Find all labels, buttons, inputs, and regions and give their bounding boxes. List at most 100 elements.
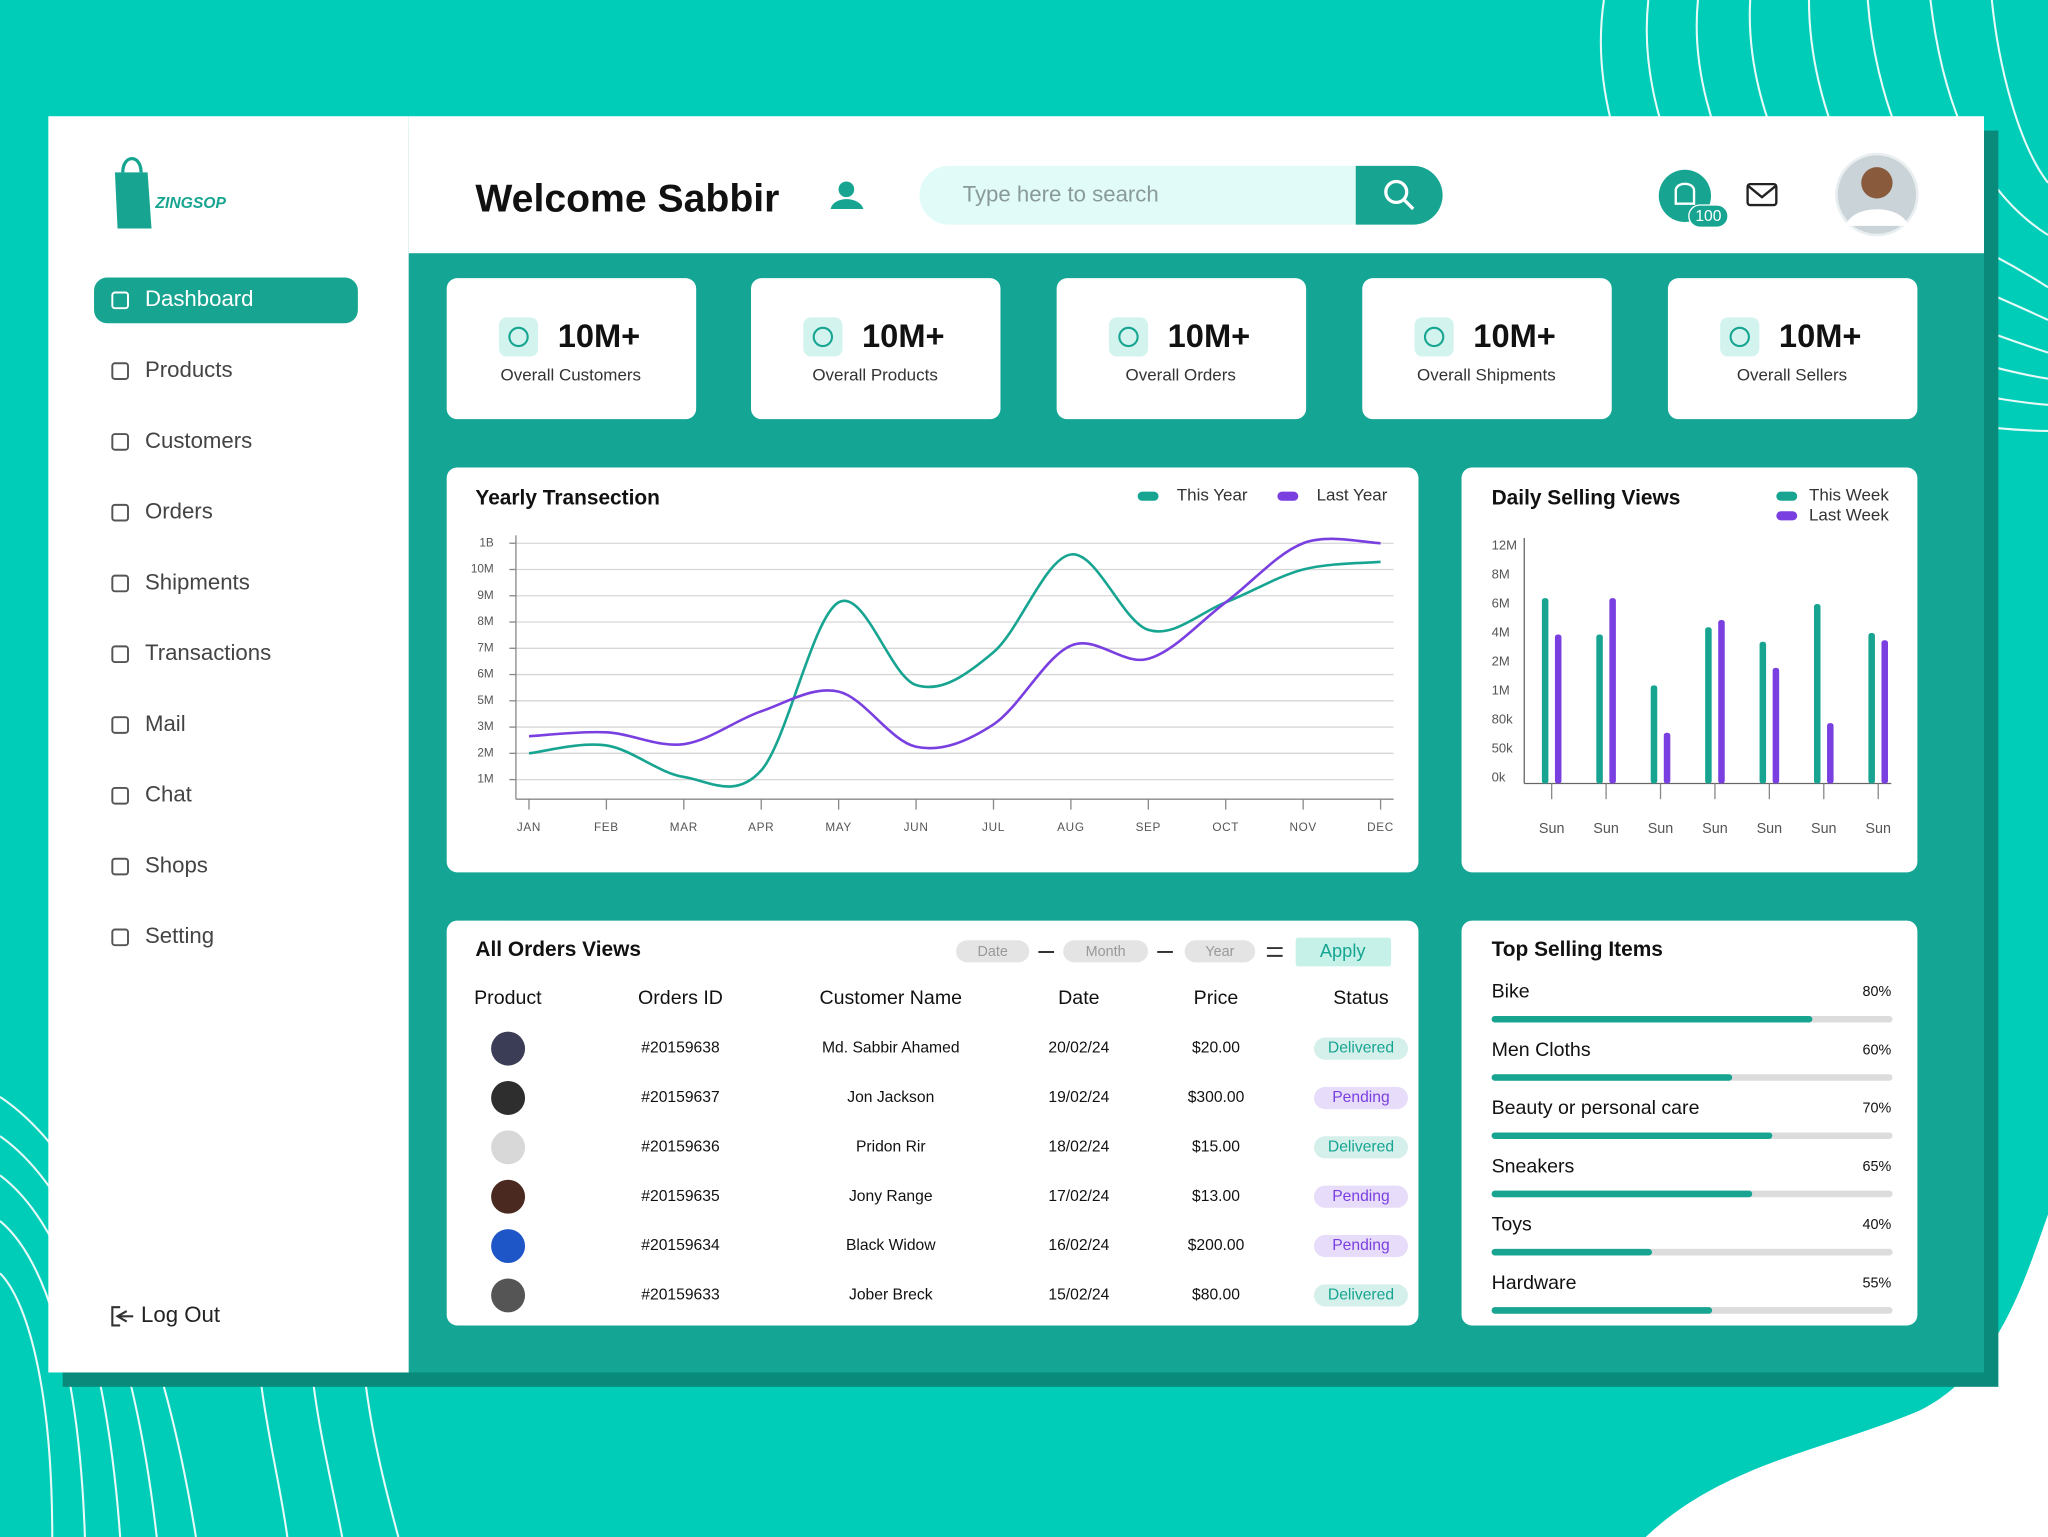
search-box[interactable]: [919, 165, 1442, 225]
brand-name: ZINGSOP: [154, 195, 226, 212]
customer-name: Pridon Rir: [856, 1138, 926, 1155]
filter-equals: [1266, 947, 1283, 957]
y-tick-label: 5M: [477, 694, 493, 707]
order-status: Delivered: [1328, 1040, 1394, 1057]
y-tick-label: 50k: [1492, 741, 1514, 756]
customer-name: Jony Range: [849, 1188, 933, 1205]
search-button[interactable]: [1355, 165, 1443, 225]
bar: [1596, 634, 1603, 784]
x-tick-label: JUN: [904, 821, 929, 834]
order-id: #20159637: [641, 1089, 719, 1106]
apply-label: Apply: [1320, 940, 1367, 961]
nav-item[interactable]: Dashboard: [145, 286, 254, 311]
legend-label: This Week: [1809, 486, 1889, 505]
stat-label: Overall Customers: [501, 366, 642, 385]
order-price: $200.00: [1188, 1237, 1245, 1254]
filter-pill[interactable]: [1184, 940, 1256, 963]
y-tick-label: 9M: [477, 589, 493, 602]
apply-button[interactable]: [1295, 937, 1392, 967]
nav-icon: [111, 574, 129, 593]
item-percent: 65%: [1863, 1159, 1892, 1175]
filter-pill[interactable]: [956, 940, 1030, 963]
bell-icon: [1674, 182, 1696, 205]
x-tick-label: Sun: [1757, 821, 1783, 837]
stat-value: 10M+: [558, 317, 641, 354]
legend-swatch: [1137, 491, 1159, 501]
logo-handle: [121, 157, 143, 173]
y-tick-label: 80k: [1492, 712, 1514, 727]
welcome-title: Welcome Sabbir: [475, 177, 779, 220]
nav-item[interactable]: Mail: [145, 711, 186, 736]
yearly-panel: [446, 467, 1419, 873]
y-tick-label: 2M: [477, 746, 493, 759]
product-thumbnail: [491, 1179, 526, 1214]
stat-card: [1667, 278, 1918, 420]
stat-card: [751, 278, 1001, 420]
y-tick-label: 0k: [1492, 770, 1506, 785]
mail-button[interactable]: [1746, 182, 1778, 207]
legend-swatch: [1277, 491, 1299, 501]
order-date: 20/02/24: [1048, 1040, 1109, 1057]
stat-icon-glyph: [508, 326, 529, 348]
filter-pill[interactable]: [1063, 940, 1149, 963]
nav-icon: [111, 645, 129, 664]
column-header: Date: [1058, 987, 1099, 1009]
order-status: Pending: [1332, 1237, 1389, 1254]
notification-badge: [1688, 204, 1729, 228]
x-tick-label: Sun: [1702, 821, 1728, 837]
search-icon-handle: [1402, 198, 1415, 211]
item-percent: 80%: [1863, 984, 1892, 1000]
stat-icon: [1108, 317, 1149, 357]
x-tick-label: DEC: [1367, 821, 1394, 834]
item-name: Toys: [1492, 1214, 1532, 1236]
filter-label: Date: [977, 944, 1007, 960]
nav-item[interactable]: Orders: [145, 499, 213, 524]
nav-item[interactable]: Shops: [145, 852, 208, 877]
x-tick-label: OCT: [1212, 821, 1239, 834]
bar: [1541, 598, 1549, 784]
nav-item[interactable]: Transactions: [145, 640, 271, 665]
order-id: #20159635: [641, 1188, 720, 1205]
legend-label: This Year: [1177, 486, 1248, 505]
stat-card: [446, 278, 697, 420]
legend-swatch: [1776, 511, 1798, 521]
x-tick-label: AUG: [1057, 821, 1084, 834]
bar: [1881, 640, 1888, 784]
stat-icon-glyph: [1118, 326, 1139, 348]
nav-item[interactable]: Customers: [145, 428, 252, 453]
x-tick-label: NOV: [1289, 821, 1316, 834]
item-name: Bike: [1492, 981, 1530, 1003]
order-price: $80.00: [1192, 1287, 1240, 1304]
nav-icon: [111, 857, 129, 876]
nav-item[interactable]: Products: [145, 357, 233, 382]
order-price: $15.00: [1192, 1138, 1240, 1155]
top-selling-panel: [1461, 920, 1918, 1326]
order-price: $300.00: [1188, 1089, 1245, 1106]
nav-item[interactable]: Setting: [145, 923, 214, 948]
list-title: Top Selling Items: [1492, 938, 1663, 961]
search-placeholder: Type here to search: [963, 182, 1159, 207]
logout-link[interactable]: Log Out: [141, 1302, 220, 1327]
filter-label: Year: [1205, 944, 1234, 960]
legend-label: Last Year: [1317, 486, 1388, 505]
item-name: Beauty or personal care: [1492, 1097, 1700, 1119]
order-status: Pending: [1332, 1188, 1389, 1205]
progress-bar: [1491, 1248, 1652, 1256]
legend-label: Last Week: [1809, 505, 1889, 524]
user-icon-body: [830, 199, 864, 209]
stat-value: 10M+: [1779, 317, 1862, 354]
legend-swatch: [1776, 491, 1798, 501]
mail-icon-flap: [1746, 184, 1778, 199]
progress-bar: [1491, 1074, 1733, 1081]
order-status: Pending: [1332, 1089, 1389, 1106]
bar: [1772, 667, 1780, 784]
order-id: #20159638: [641, 1040, 720, 1057]
nav-icon: [111, 928, 129, 947]
user-icon: [830, 181, 864, 209]
y-tick-label: 3M: [477, 720, 493, 733]
nav-item[interactable]: Shipments: [145, 569, 250, 594]
search-icon: [1384, 179, 1409, 205]
nav-item[interactable]: Chat: [145, 782, 192, 807]
